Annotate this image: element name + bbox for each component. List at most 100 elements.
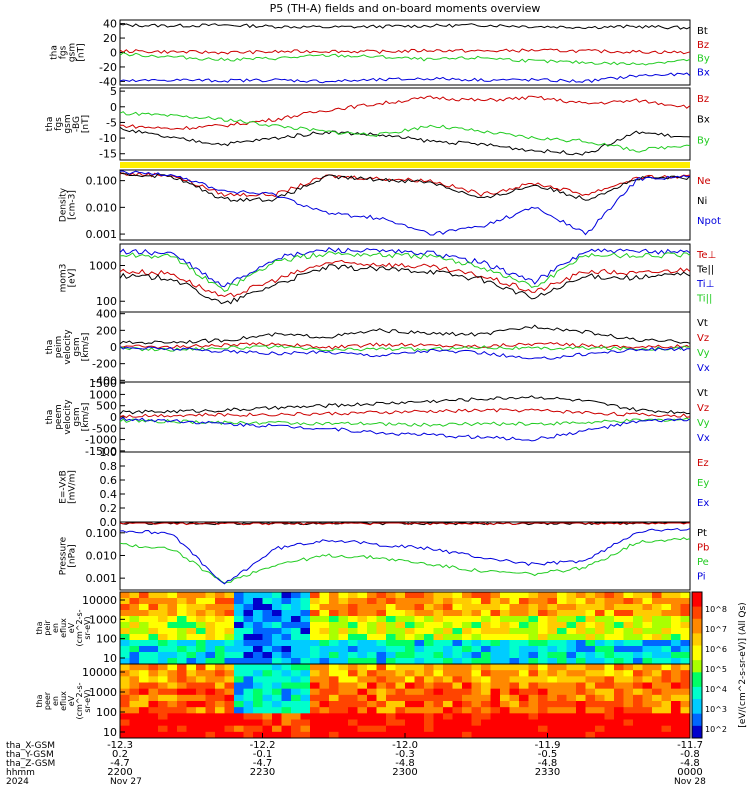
spectrogram-cell [433, 731, 444, 739]
spectrogram-cell [566, 652, 577, 659]
x-tick-label: -12.2 [250, 740, 276, 751]
spectrogram-cell [623, 616, 634, 623]
colorbar-swatch [692, 723, 702, 727]
spectrogram-cell [576, 628, 586, 635]
spectrogram-cell [509, 592, 520, 599]
spectrogram-cell [500, 713, 510, 720]
spectrogram-cell [177, 628, 187, 635]
spectrogram-cell [623, 658, 634, 665]
spectrogram-cell [224, 622, 235, 629]
spectrogram-cell [253, 604, 263, 611]
spectrogram-cell [585, 652, 596, 659]
spectrogram-cell [186, 658, 197, 665]
spectrogram-cell [414, 731, 425, 739]
spectrogram-cell [329, 707, 339, 714]
spectrogram-cell [405, 701, 415, 708]
spectrogram-cell [348, 622, 358, 629]
spectrogram-cell [310, 725, 320, 733]
spectrogram-cell [395, 646, 406, 653]
spectrogram-cell [462, 610, 472, 617]
spectrogram-cell [272, 646, 282, 653]
spectrogram-cell [215, 616, 225, 623]
spectrogram-cell [148, 731, 159, 739]
spectrogram-cell [177, 694, 187, 702]
spectrogram-cell [471, 731, 482, 739]
spectrogram-cell [300, 610, 311, 617]
spectrogram-cell [186, 731, 197, 739]
spectrogram-cell [490, 658, 501, 665]
spectrogram-cell [253, 701, 263, 708]
spectrogram-cell [528, 634, 539, 641]
spectrogram-cell [291, 664, 301, 671]
spectrogram-cell [167, 707, 178, 714]
spectrogram-cell [471, 682, 482, 690]
spectrogram-cell [595, 670, 605, 677]
spectrogram-cell [680, 731, 691, 739]
spectrogram-cell [547, 598, 558, 605]
spectrogram-cell [338, 713, 349, 720]
spectrogram-cell [433, 719, 444, 727]
spectrogram-cell [395, 604, 406, 611]
spectrogram-cell [158, 707, 168, 714]
spectrogram-cell [604, 652, 615, 659]
spectrogram-cell [253, 634, 263, 641]
y-tick-label: 0.010 [86, 201, 118, 214]
spectrogram-cell [262, 664, 273, 671]
spectrogram-cell [120, 664, 130, 671]
spectrogram-cell [623, 598, 634, 605]
spectrogram-cell [348, 610, 358, 617]
spectrogram-cell [338, 731, 349, 739]
spectrogram-cell [642, 719, 653, 727]
spectrogram-cell [604, 731, 615, 739]
spectrogram-cell [224, 628, 235, 635]
spectrogram-cell [348, 652, 358, 659]
colorbar-tick-label: 10^8 [705, 605, 727, 614]
spectrogram-cell [595, 604, 605, 611]
spectrogram-cell [462, 592, 472, 599]
spectrogram-cell [614, 719, 624, 727]
spectrogram-cell [576, 725, 586, 733]
spectrogram-cell [642, 616, 653, 623]
spectrogram-cell [576, 604, 586, 611]
spectrogram-cell [158, 610, 168, 617]
spectrogram-cell [671, 682, 681, 690]
panel-frame [119, 19, 691, 86]
spectrogram-cell [519, 652, 529, 659]
spectrogram-cell [139, 694, 149, 702]
spectrogram-cell [205, 598, 216, 605]
spectrogram-cell [595, 592, 605, 599]
spectrogram-cell [186, 598, 197, 605]
spectrogram-cell [310, 598, 320, 605]
spectrogram-cell [300, 658, 311, 665]
spectrogram-cell [671, 598, 681, 605]
spectrogram-cell [139, 688, 149, 696]
spectrogram-cell [538, 646, 548, 653]
spectrogram-cell [490, 634, 501, 641]
y-tick-label: 0.6 [100, 474, 118, 487]
y-tick-label: 1000 [89, 260, 117, 273]
spectrogram-cell [547, 640, 558, 647]
spectrogram-cell [585, 592, 596, 599]
spectrogram-cell [120, 598, 130, 605]
spectrogram-cell [300, 688, 311, 696]
spectrogram-cell [158, 592, 168, 599]
y-axis-label-line: gsm [63, 114, 73, 133]
spectrogram-cell [348, 682, 358, 690]
spectrogram-cell [291, 646, 301, 653]
spectrogram-cell [661, 731, 672, 739]
spectrogram-cell [167, 592, 178, 599]
spectrogram-cell [433, 707, 444, 714]
spectrogram-cell [129, 616, 140, 623]
spectrogram-cell [386, 616, 396, 623]
colorbar-swatch [692, 696, 702, 700]
spectrogram-cell [319, 664, 330, 671]
spectrogram-cell [566, 646, 577, 653]
spectrogram-cell [405, 610, 415, 617]
spectrogram-cell [234, 670, 244, 677]
series-Vx-line [119, 416, 691, 442]
spectrogram-cell [167, 694, 178, 702]
spectrogram-cell [462, 725, 472, 733]
spectrogram-cell [158, 616, 168, 623]
colorbar-swatch [692, 711, 702, 715]
spectrogram-cell [376, 610, 387, 617]
